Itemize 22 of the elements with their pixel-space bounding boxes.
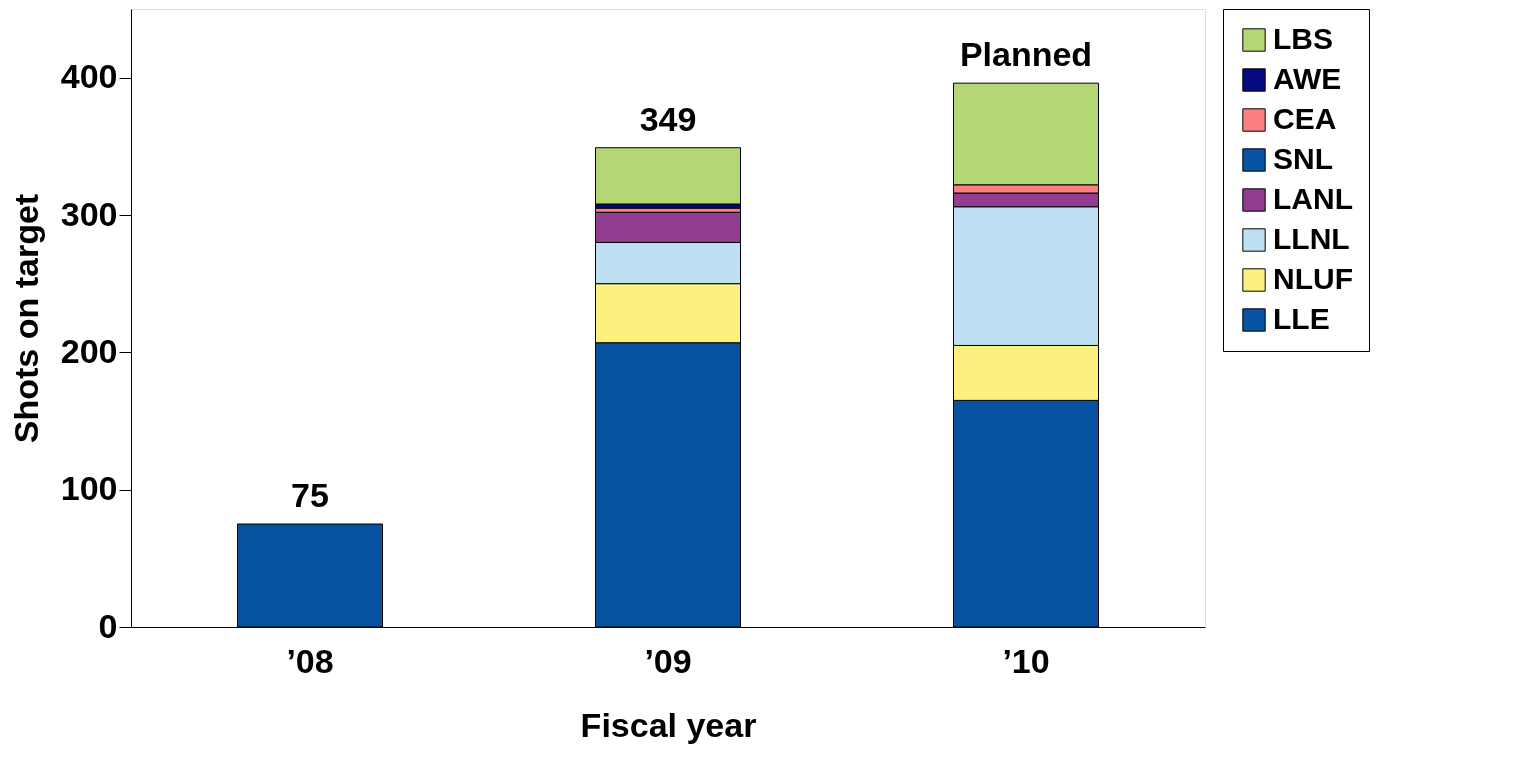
legend-label: AWE (1273, 62, 1342, 95)
x-tick-label: ’09 (644, 641, 692, 680)
legend-label: LLE (1273, 302, 1330, 335)
y-tick-label: 300 (60, 194, 118, 233)
y-axis-title: Shots on target (6, 193, 45, 444)
y-tick-label: 0 (98, 606, 118, 645)
legend-label: LANL (1273, 182, 1353, 215)
y-tick-label: 200 (60, 331, 118, 370)
legend-label: LLNL (1273, 222, 1350, 255)
x-axis-title: Fiscal year (580, 705, 757, 744)
x-tick-label: ’10 (1002, 641, 1050, 680)
legend-label: SNL (1273, 142, 1333, 175)
annotation: 349 (639, 99, 697, 138)
annotation: 75 (291, 476, 329, 514)
legend-label: NLUF (1273, 262, 1353, 295)
legend-label: LBS (1273, 22, 1333, 55)
y-tick-label: 100 (60, 469, 118, 508)
annotation: Planned (959, 35, 1093, 74)
legend-label: CEA (1273, 102, 1337, 135)
x-tick-label: ’08 (286, 641, 334, 680)
y-tick-label: 400 (60, 57, 118, 96)
bar (595, 147, 741, 205)
